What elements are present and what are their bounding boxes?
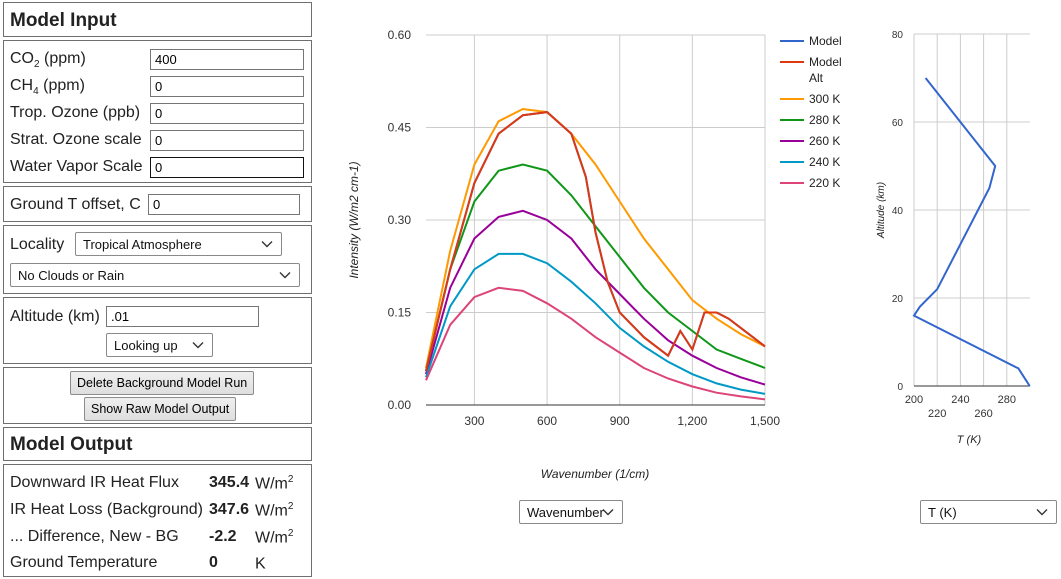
profile-y-tick-label: 20 bbox=[892, 294, 904, 305]
spectrum-y-tick-label: 0.30 bbox=[388, 213, 412, 227]
profile-series-line bbox=[912, 77, 1031, 387]
model-output-header-panel: Model Output bbox=[3, 427, 312, 461]
show-raw-output-button[interactable]: Show Raw Model Output bbox=[84, 397, 237, 421]
chevron-down-icon bbox=[1036, 509, 1048, 516]
spectrum-axis-select-value: Wavenumber bbox=[527, 505, 604, 520]
output-label-downward-flux: Downward IR Heat Flux bbox=[10, 474, 179, 491]
output-value-downward-flux: 345.4 bbox=[209, 474, 250, 491]
model-input-title: Model Input bbox=[10, 10, 117, 31]
trop-ozone-input[interactable] bbox=[150, 103, 304, 124]
ground-t-panel: Ground T offset, C bbox=[3, 186, 312, 222]
spectrum-y-tick-label: 0.15 bbox=[388, 306, 412, 320]
legend-label: Alt bbox=[809, 71, 824, 85]
altitude-label: Altitude (km) bbox=[10, 308, 100, 325]
direction-select-value: Looking up bbox=[114, 338, 178, 353]
spectrum-x-tick-label: 1,500 bbox=[750, 414, 780, 428]
model-output-title: Model Output bbox=[10, 434, 133, 455]
legend-label: 220 K bbox=[809, 176, 840, 190]
spectrum-series-line bbox=[425, 252, 766, 395]
trop-ozone-label: Trop. Ozone (ppb) bbox=[10, 104, 141, 121]
legend-label: Model bbox=[809, 34, 842, 48]
altitude-input[interactable] bbox=[106, 306, 259, 327]
profile-axis-select-value: T (K) bbox=[928, 505, 957, 520]
spectrum-series-line bbox=[425, 111, 766, 372]
profile-y-tick-label: 60 bbox=[892, 118, 904, 129]
ground-t-label: Ground T offset, C bbox=[10, 196, 141, 213]
ch4-label: CH4 (ppm) bbox=[10, 77, 85, 98]
output-value-ground-temp: 0 bbox=[209, 554, 218, 571]
model-input-header-panel: Model Input bbox=[3, 2, 312, 37]
legend-label: 240 K bbox=[809, 155, 840, 169]
chevron-down-icon bbox=[602, 509, 614, 516]
spectrum-y-tick-label: 0.00 bbox=[388, 398, 412, 412]
ground-t-input[interactable] bbox=[148, 194, 300, 215]
profile-y-axis-label: Altitude (km) bbox=[876, 182, 887, 239]
locality-label: Locality bbox=[10, 236, 65, 253]
co2-input[interactable] bbox=[150, 49, 304, 70]
locality-select-value: Tropical Atmosphere bbox=[83, 237, 202, 252]
buttons-panel: Delete Background Model Run Show Raw Mod… bbox=[3, 367, 312, 424]
output-unit-difference: W/m2 bbox=[255, 528, 294, 547]
legend-label: 280 K bbox=[809, 113, 840, 127]
output-unit-downward-flux: W/m2 bbox=[255, 474, 294, 493]
output-value-difference: -2.2 bbox=[209, 528, 237, 545]
strat-ozone-input[interactable] bbox=[150, 130, 304, 151]
spectrum-series-line bbox=[425, 286, 766, 401]
profile-chart: 0 20 40 60 80 200 240 280 220 260 T (K) Altitude … bbox=[876, 30, 1031, 446]
output-label-heat-loss: IR Heat Loss (Background) bbox=[10, 501, 203, 518]
spectrum-y-axis-label: Intensity (W/m2 cm-1) bbox=[347, 161, 361, 278]
profile-x-tick-label: 280 bbox=[998, 394, 1016, 406]
profile-y-tick-label: 40 bbox=[892, 206, 904, 217]
direction-select[interactable]: Looking up bbox=[106, 333, 213, 357]
clouds-select-value: No Clouds or Rain bbox=[18, 268, 125, 283]
delete-background-button[interactable]: Delete Background Model Run bbox=[70, 371, 255, 395]
model-output-panel: Downward IR Heat Flux 345.4 W/m2 IR Heat… bbox=[3, 464, 312, 577]
output-label-difference: ... Difference, New - BG bbox=[10, 528, 179, 545]
profile-x-axis-label: T (K) bbox=[957, 434, 982, 446]
strat-ozone-label: Strat. Ozone scale bbox=[10, 131, 142, 148]
locality-panel: Locality Tropical Atmosphere No Clouds o… bbox=[3, 225, 312, 294]
output-value-heat-loss: 347.6 bbox=[209, 501, 250, 518]
spectrum-x-axis-label: Wavenumber (1/cm) bbox=[541, 467, 649, 481]
profile-y-tick-label: 80 bbox=[892, 30, 904, 41]
water-vapor-input[interactable] bbox=[150, 157, 304, 178]
spectrum-x-tick-label: 600 bbox=[537, 414, 557, 428]
profile-x-tick-label: 220 bbox=[928, 408, 946, 420]
gas-inputs-panel: CO2 (ppm) CH4 (ppm) Trop. Ozone (ppb) St… bbox=[3, 40, 312, 183]
output-unit-ground-temp: K bbox=[255, 555, 266, 573]
spectrum-y-tick-label: 0.45 bbox=[388, 121, 412, 135]
ch4-input[interactable] bbox=[150, 76, 304, 97]
profile-x-tick-label: 260 bbox=[974, 408, 992, 420]
legend-label: Model bbox=[809, 55, 842, 69]
co2-label: CO2 (ppm) bbox=[10, 50, 86, 71]
water-vapor-label: Water Vapor Scale bbox=[10, 158, 143, 175]
spectrum-y-tick-label: 0.60 bbox=[388, 28, 412, 42]
profile-axis-select[interactable]: T (K) bbox=[920, 500, 1057, 524]
clouds-select[interactable]: No Clouds or Rain bbox=[10, 263, 300, 287]
chevron-down-icon bbox=[261, 241, 273, 248]
legend-label: 300 K bbox=[809, 92, 840, 106]
spectrum-x-tick-label: 300 bbox=[464, 414, 484, 428]
profile-x-tick-label: 240 bbox=[951, 394, 969, 406]
altitude-panel: Altitude (km) Looking up bbox=[3, 297, 312, 364]
spectrum-series-line bbox=[425, 107, 766, 369]
legend-label: 260 K bbox=[809, 134, 840, 148]
profile-y-tick-label: 0 bbox=[897, 382, 903, 393]
spectrum-x-tick-label: 900 bbox=[610, 414, 630, 428]
spectrum-x-tick-label: 1,200 bbox=[677, 414, 707, 428]
output-label-ground-temp: Ground Temperature bbox=[10, 554, 158, 571]
chevron-down-icon bbox=[192, 342, 204, 349]
output-unit-heat-loss: W/m2 bbox=[255, 501, 294, 520]
spectrum-axis-select[interactable]: Wavenumber bbox=[519, 500, 623, 524]
spectrum-series-line bbox=[425, 163, 766, 372]
profile-x-tick-label: 200 bbox=[905, 394, 923, 406]
spectrum-series-line bbox=[425, 209, 766, 386]
chevron-down-icon bbox=[279, 272, 291, 279]
spectrum-chart: 300 600 900 1,200 1,5000.000.150.300.450.60 … bbox=[347, 28, 842, 481]
spectrum-series-line bbox=[425, 111, 766, 372]
locality-select[interactable]: Tropical Atmosphere bbox=[75, 232, 282, 256]
